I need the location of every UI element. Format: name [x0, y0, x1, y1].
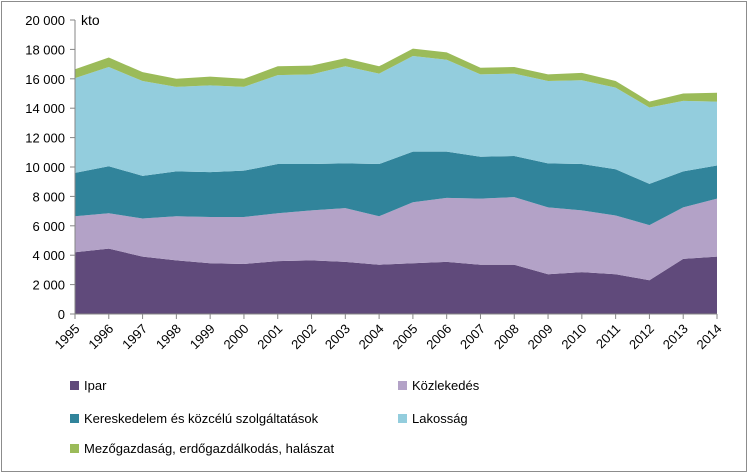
x-tick-label: 2003: [322, 321, 353, 352]
x-tick-label: 2010: [558, 321, 589, 352]
y-tick-label: 20 000: [25, 13, 65, 28]
x-tick-label: 2001: [254, 321, 285, 352]
legend-label: Lakosság: [412, 411, 468, 426]
x-tick-label: 2011: [593, 321, 623, 351]
y-tick-label: 12 000: [25, 131, 65, 146]
area-series-4: [75, 56, 717, 184]
y-tick-label: 14 000: [25, 101, 65, 116]
x-tick-label: 2000: [221, 321, 252, 352]
x-tick-label: 1996: [85, 321, 116, 352]
legend-label: Közlekedés: [412, 378, 480, 393]
legend-swatch: [398, 381, 407, 390]
x-tick-label: 2013: [660, 321, 691, 352]
legend-label: Kereskedelem és közcélú szolgáltatások: [84, 411, 319, 426]
x-tick-label: 2009: [525, 321, 556, 352]
x-tick-label: 1998: [153, 321, 184, 352]
area-series-2: [75, 197, 717, 281]
y-tick-label: 2 000: [32, 278, 65, 293]
legend-label: Ipar: [84, 378, 107, 393]
unit-label: kto: [81, 12, 100, 28]
x-tick-label: 2008: [491, 321, 522, 352]
x-tick-label: 2005: [389, 321, 420, 352]
x-tick-label: 2012: [626, 321, 657, 352]
y-tick-label: 16 000: [25, 72, 65, 87]
area-layers: [75, 48, 717, 314]
y-tick-label: 8 000: [32, 189, 65, 204]
x-tick-label: 1995: [52, 321, 83, 352]
x-tick-label: 2004: [356, 321, 387, 352]
y-tick-label: 6 000: [32, 219, 65, 234]
legend-swatch: [70, 381, 79, 390]
x-tick-label: 2007: [457, 321, 488, 352]
legend-swatch: [70, 444, 79, 453]
legend-swatch: [398, 414, 407, 423]
y-tick-label: 10 000: [25, 160, 65, 175]
legend: Ipar Közlekedés Kereskedelem és közcélú sz…: [70, 378, 480, 456]
y-tick-label: 0: [58, 307, 65, 322]
legend-label: Mezőgazdaság, erdőgazdálkodás, halászat: [84, 441, 334, 456]
x-tick-label: 2014: [694, 321, 725, 352]
area-series-1: [75, 248, 717, 314]
area-series-5: [75, 48, 717, 108]
legend-swatch: [70, 414, 79, 423]
x-tick-label: 2002: [288, 321, 319, 352]
area-series-3: [75, 151, 717, 226]
y-tick-label: 18 000: [25, 42, 65, 57]
x-tick-label: 2006: [423, 321, 454, 352]
y-tick-label: 4 000: [32, 248, 65, 263]
x-tick-label: 1999: [187, 321, 218, 352]
x-tick-label: 1997: [119, 321, 150, 352]
